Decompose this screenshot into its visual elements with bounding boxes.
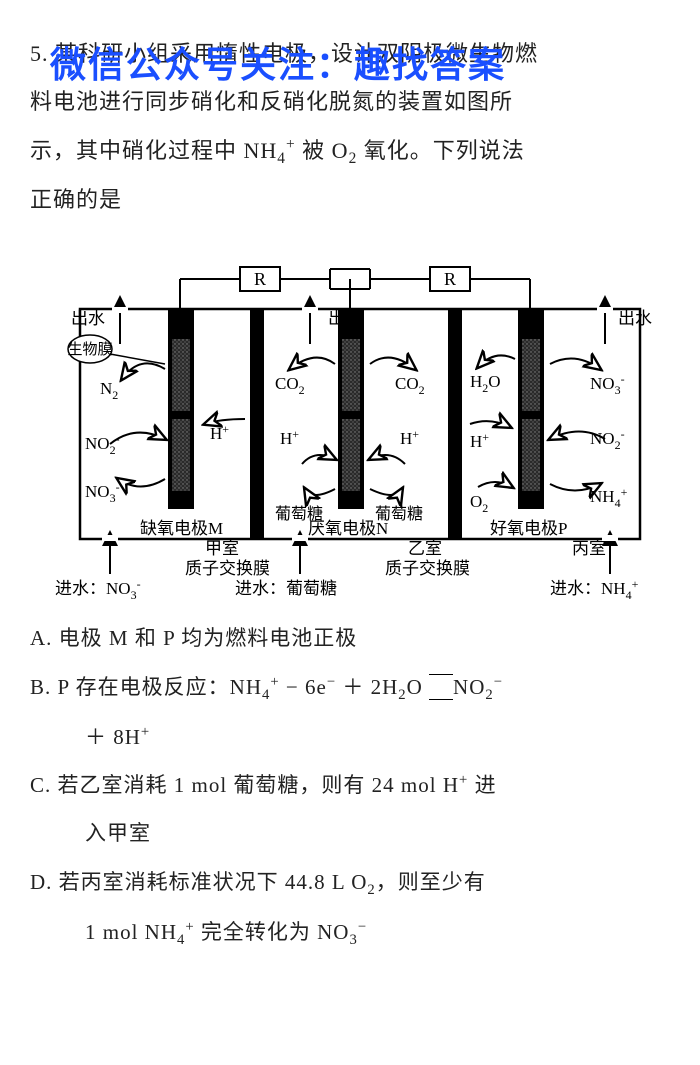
watermark-overlay: 微信公众号关注：趣找答案 — [50, 25, 506, 104]
inlet-c: 进水：NH4+ — [550, 577, 639, 599]
co2-label-b2: CO2 — [395, 374, 425, 397]
option-a: A. 电极 M 和 P 均为燃料电池正极 — [65, 614, 670, 662]
nh4-label-c: NH4+ — [590, 485, 628, 510]
no3-label-c: NO3- — [590, 372, 625, 397]
hp-label-b1: H+ — [280, 427, 299, 448]
fuel-cell-diagram: R R 生物膜 N2 NO2- NO3- H+ CO2 CO2 H+ H+ — [50, 239, 650, 599]
resistor-label-1: R — [254, 269, 266, 289]
inlet-b: 进水：葡萄糖 — [235, 579, 337, 598]
hp-label-c: H+ — [470, 430, 489, 451]
option-c-line1: C. 若乙室消耗 1 mol 葡萄糖，则有 24 mol H+ 进 — [65, 761, 670, 809]
no2-label-a: NO2- — [85, 432, 120, 457]
chamber-b-label: 乙室 — [408, 539, 442, 558]
membrane-left — [250, 309, 264, 539]
option-d-line2: 1 mol NH4+ 完全转化为 NO3− — [85, 908, 670, 958]
question-block: 微信公众号关注：趣找答案 5. 某科研小组采用惰性电极，设计双阴极微生物燃 料电… — [30, 30, 670, 224]
membrane-label-1: 质子交换膜 — [185, 559, 270, 578]
option-c-line2: 入甲室 — [85, 809, 670, 857]
outlet-a: 出水 — [71, 309, 105, 328]
co2-label-b1: CO2 — [275, 374, 305, 397]
chamber-a-label: 甲室 — [205, 539, 239, 558]
electrode-n-label: 厌氧电极N — [308, 519, 388, 538]
electrode-p-label: 好氧电极P — [490, 519, 567, 538]
electrode-m — [168, 309, 194, 509]
membrane-right — [448, 309, 462, 539]
inlet-a: 进水：NO3- — [55, 577, 141, 599]
membrane-label-2: 质子交换膜 — [385, 559, 470, 578]
h2o-label: H2O — [470, 372, 501, 395]
hp-label-b2: H+ — [400, 427, 419, 448]
electrode-n — [338, 309, 364, 509]
chamber-c-label: 丙室 — [572, 539, 606, 558]
hp-label-a: H+ — [210, 422, 229, 443]
option-d-line1: D. 若丙室消耗标准状况下 44.8 L O2，则至少有 — [65, 858, 670, 908]
outlet-b: 出水 — [328, 309, 362, 328]
option-b-line1: B. P 存在电极反应：NH4+ − 6e− ＋ 2H2O NO2− — [65, 663, 670, 713]
electrode-p — [518, 309, 544, 509]
resistor-label-2: R — [444, 269, 456, 289]
no2-label-c: NO2- — [590, 427, 625, 452]
o2-label: O2 — [470, 492, 488, 515]
no3-label-a: NO3- — [85, 480, 120, 505]
question-line3: 示，其中硝化过程中 NH4+ 被 O2 氧化。下列说法 — [30, 138, 525, 163]
n2-label: N2 — [100, 379, 118, 402]
electrode-m-label: 缺氧电极M — [140, 519, 223, 538]
question-number: 5. — [30, 41, 49, 66]
question-line4: 正确的是 — [30, 187, 122, 212]
outlet-c: 出水 — [618, 309, 652, 328]
biofilm-label: 生物膜 — [67, 341, 112, 358]
option-b-line2: ＋ 8H+ — [85, 713, 670, 761]
options-block: A. 电极 M 和 P 均为燃料电池正极 B. P 存在电极反应：NH4+ − … — [30, 614, 670, 957]
